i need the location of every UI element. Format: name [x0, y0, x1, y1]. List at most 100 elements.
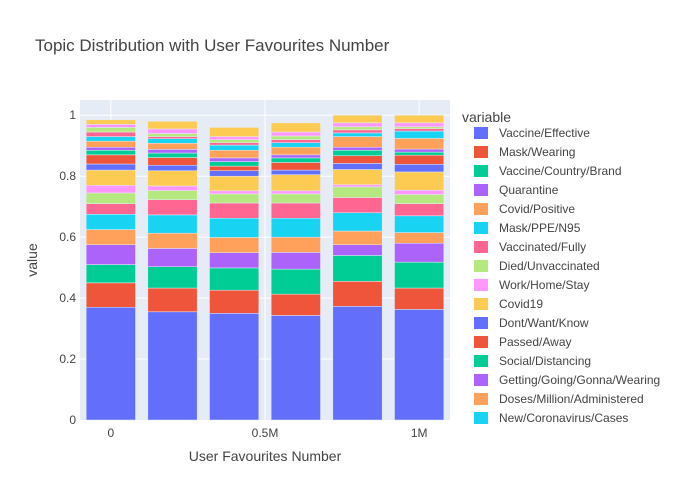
bar-segment	[270, 202, 321, 219]
legend-label: Vaccine/Effective	[499, 126, 590, 140]
bar-segment	[85, 192, 136, 204]
legend-swatch	[474, 260, 488, 272]
legend-label: Covid/Positive	[499, 202, 575, 216]
bar-segment	[147, 311, 198, 421]
legend-item[interactable]: Vaccine/Effective	[474, 126, 590, 140]
legend-item[interactable]: Dont/Want/Know	[474, 316, 589, 330]
bar-segment	[332, 184, 383, 188]
bar-segment	[270, 315, 321, 421]
legend-swatch	[474, 165, 488, 177]
bar-segment	[209, 237, 260, 253]
y-tick-label: 1	[69, 108, 76, 122]
legend-swatch	[474, 241, 488, 253]
bar-segment	[394, 128, 445, 132]
legend-item[interactable]: Quarantine	[474, 183, 559, 197]
bar-segment	[85, 185, 136, 194]
bar-segment	[147, 214, 198, 234]
legend-swatch	[474, 146, 488, 158]
bar-segment	[85, 229, 136, 246]
legend-swatch	[474, 374, 488, 386]
bar-segment	[85, 124, 136, 128]
bar-segment	[85, 306, 136, 421]
legend-item[interactable]: Vaccine/Country/Brand	[474, 164, 622, 178]
legend-item[interactable]: Died/Unvaccinated	[474, 259, 600, 273]
x-tick-label: 1M	[411, 426, 428, 440]
bar-segment	[394, 164, 445, 173]
bar-segment	[270, 135, 321, 140]
bar-segment	[209, 289, 260, 314]
legend-item[interactable]: New/Coronavirus/Cases	[474, 411, 628, 425]
bar-segment	[209, 144, 260, 151]
bar-segment	[209, 136, 260, 140]
bar-segment	[85, 131, 136, 137]
bar-segment	[85, 244, 136, 265]
bar-segment	[85, 203, 136, 215]
bar-segment	[270, 190, 321, 195]
legend-item[interactable]: Covid19	[474, 297, 543, 311]
bar-segment	[332, 146, 383, 151]
legend-item[interactable]: Mask/PPE/N95	[474, 221, 581, 235]
bar-segment	[147, 128, 198, 134]
legend-swatch	[474, 184, 488, 196]
legend-swatch	[474, 336, 488, 348]
bar-segment	[209, 142, 260, 146]
bar-segment	[332, 169, 383, 185]
legend-item[interactable]: Social/Distancing	[474, 354, 591, 368]
bar-segment	[209, 127, 260, 137]
bar-segment	[332, 132, 383, 137]
bar-segment	[209, 193, 260, 204]
legend-swatch	[474, 222, 488, 234]
legend-label: Covid19	[499, 297, 543, 311]
legend-label: Vaccinated/Fully	[499, 240, 586, 254]
x-tick-label: 0.5M	[252, 426, 279, 440]
bar-segment	[332, 197, 383, 214]
bar-segment	[209, 313, 260, 421]
bar-stack-group	[85, 114, 445, 421]
bar-segment	[209, 150, 260, 159]
bar-segment	[332, 163, 383, 170]
bar-segment	[394, 189, 445, 195]
bar-segment	[85, 163, 136, 171]
bar-segment	[394, 148, 445, 153]
bar-segment	[209, 252, 260, 269]
bar-segment	[147, 185, 198, 191]
legend-label: New/Coronavirus/Cases	[499, 411, 628, 425]
legend-item[interactable]: Vaccinated/Fully	[474, 240, 586, 254]
legend-item[interactable]: Covid/Positive	[474, 202, 575, 216]
bar-segment	[147, 170, 198, 187]
y-tick-label: 0.4	[59, 291, 76, 305]
bar-segment	[270, 169, 321, 175]
y-tick-label: 0.8	[59, 169, 76, 183]
legend-item[interactable]: Getting/Going/Gonna/Wearing	[474, 373, 660, 387]
bar-segment	[270, 217, 321, 238]
x-axis-ticks: 0 0.5M 1M	[107, 426, 427, 440]
bar-segment	[85, 214, 136, 230]
bar-segment	[147, 133, 198, 137]
bar-segment	[209, 170, 260, 177]
bar-segment	[209, 139, 260, 143]
bar-segment	[85, 282, 136, 308]
bar-segment	[209, 165, 260, 171]
y-axis-title: value	[24, 243, 40, 277]
bar-segment	[270, 146, 321, 156]
legend-item[interactable]: Mask/Wearing	[474, 145, 575, 159]
bar-segment	[270, 154, 321, 159]
legend-label: Dont/Want/Know	[499, 316, 589, 330]
legend-item[interactable]: Doses/Million/Administered	[474, 392, 644, 406]
bar-segment	[147, 157, 198, 166]
bar-segment	[394, 287, 445, 310]
bar-segment	[332, 136, 383, 148]
legend-swatch	[474, 412, 488, 424]
bar-segment	[332, 114, 383, 124]
legend-item[interactable]: Passed/Away	[474, 335, 572, 349]
legend-label: Doses/Million/Administered	[499, 392, 644, 406]
legend-label: Passed/Away	[499, 335, 572, 349]
x-axis-title: User Favourites Number	[189, 448, 342, 464]
bar-segment	[394, 151, 445, 156]
bar-segment	[332, 212, 383, 232]
bar-segment	[394, 242, 445, 263]
legend-item[interactable]: Work/Home/Stay	[474, 278, 589, 292]
bar-segment	[147, 143, 198, 150]
bar-segment	[209, 217, 260, 238]
